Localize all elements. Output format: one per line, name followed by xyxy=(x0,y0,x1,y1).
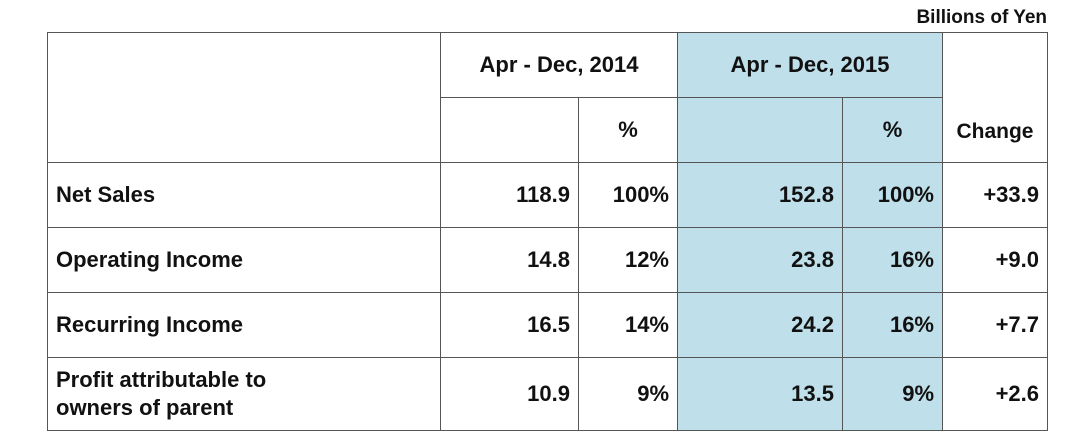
percent-2014: 9% xyxy=(578,357,678,431)
value-2015: 152.8 xyxy=(677,162,843,228)
results-table: Apr - Dec, 2014 Apr - Dec, 2015 Change %… xyxy=(47,32,1048,431)
value-2014: 10.9 xyxy=(440,357,579,431)
change-value: +7.7 xyxy=(942,292,1048,358)
header-blank xyxy=(677,97,843,163)
percent-2014: 12% xyxy=(578,227,678,293)
change-value: +9.0 xyxy=(942,227,1048,293)
row-label: Operating Income xyxy=(47,227,441,293)
data-row: Net Sales 118.9 100% 152.8 100% +33.9 xyxy=(47,162,1048,228)
percent-2015: 16% xyxy=(842,227,943,293)
value-2015: 24.2 xyxy=(677,292,843,358)
row-label-text: Operating Income xyxy=(56,247,244,272)
percent-2015: 9% xyxy=(842,357,943,431)
header-change: Change xyxy=(942,32,1048,163)
value-2014: 14.8 xyxy=(440,227,579,293)
header-period: Apr - Dec, 2014 xyxy=(440,32,678,98)
row-label-text: Net Sales xyxy=(56,182,156,207)
row-label: Profit attributable to owners of parent xyxy=(47,357,441,431)
row-label-text: Recurring Income xyxy=(56,312,244,337)
change-value: +2.6 xyxy=(942,357,1048,431)
change-value: +33.9 xyxy=(942,162,1048,228)
data-row: Recurring Income 16.5 14% 24.2 16% +7.7 xyxy=(47,292,1048,358)
header-blank xyxy=(440,97,579,163)
row-label: Recurring Income xyxy=(47,292,441,358)
row-label: Net Sales xyxy=(47,162,441,228)
percent-2014: 100% xyxy=(578,162,678,228)
header-percent: % xyxy=(842,97,943,163)
value-2015: 13.5 xyxy=(677,357,843,431)
header-blank xyxy=(47,32,441,163)
data-row: Operating Income 14.8 12% 23.8 16% +9.0 xyxy=(47,227,1048,293)
value-2014: 118.9 xyxy=(440,162,579,228)
percent-2014: 14% xyxy=(578,292,678,358)
unit-label: Billions of Yen xyxy=(916,7,1047,28)
value-2015: 23.8 xyxy=(677,227,843,293)
header-row: % % xyxy=(48,97,1048,163)
data-row: Profit attributable to owners of parent 1… xyxy=(47,357,1048,431)
percent-2015: 16% xyxy=(842,292,943,358)
percent-2015: 100% xyxy=(842,162,943,228)
header-period: Apr - Dec, 2015 xyxy=(677,32,943,98)
row-label-text: Profit attributable to owners of parent xyxy=(56,367,267,420)
header-row: Apr - Dec, 2014 Apr - Dec, 2015 Change xyxy=(47,32,1048,163)
value-2014: 16.5 xyxy=(440,292,579,358)
header-percent: % xyxy=(578,97,678,163)
